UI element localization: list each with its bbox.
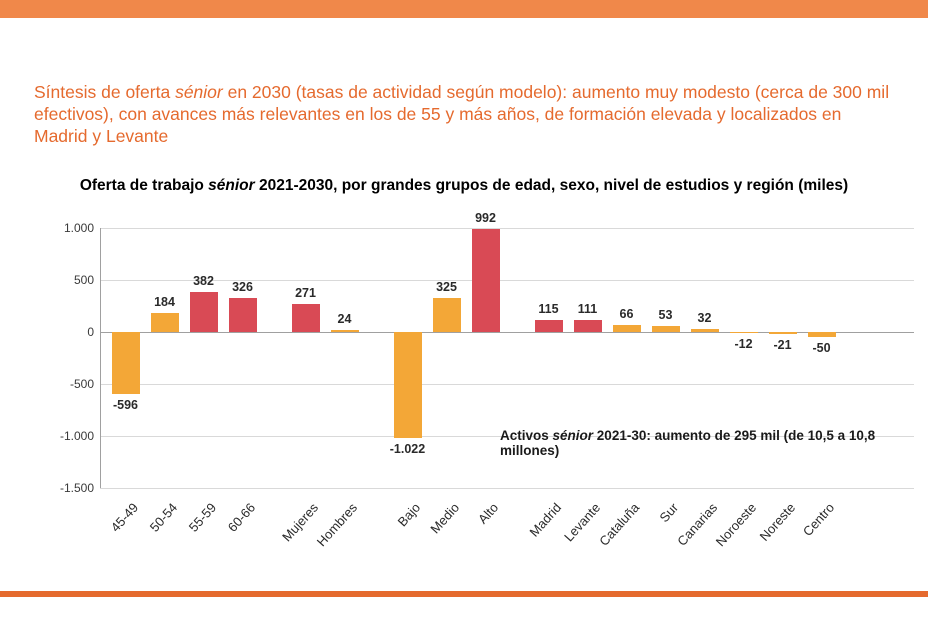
- bar-value-label: 184: [135, 295, 195, 309]
- y-tick-label: 1.000: [64, 221, 94, 235]
- bar-value-label: -1.022: [378, 442, 438, 456]
- y-tick-label: -500: [70, 377, 94, 391]
- category-label: Sur: [656, 500, 681, 525]
- slide-frame: Síntesis de oferta sénior en 2030 (tasas…: [0, 0, 928, 621]
- category-label: Bajo: [394, 500, 423, 529]
- bar-value-label: 271: [276, 286, 336, 300]
- bar: [730, 332, 758, 333]
- bar-value-label: 325: [417, 280, 477, 294]
- bar: [229, 298, 257, 332]
- category-label: 55-59: [185, 500, 218, 535]
- bar: [808, 332, 836, 337]
- bar: [331, 330, 359, 332]
- bar: [535, 320, 563, 332]
- category-label: Hombres: [313, 500, 359, 549]
- chart-area: 1.0005000-500-1.000-1.500-59645-4918450-…: [66, 228, 914, 558]
- bar-value-label: 326: [213, 280, 273, 294]
- category-label: Medio: [427, 500, 462, 536]
- bar-value-label: -596: [96, 398, 156, 412]
- chart-title: Oferta de trabajo sénior 2021-2030, por …: [14, 176, 914, 196]
- bar: [574, 320, 602, 332]
- headline-italic: sénior: [175, 82, 223, 102]
- bar: [691, 329, 719, 332]
- slide-body: Síntesis de oferta sénior en 2030 (tasas…: [14, 18, 914, 587]
- chart-title-a: Oferta de trabajo: [80, 177, 208, 194]
- gridline: [100, 384, 914, 385]
- bar-value-label: 24: [315, 312, 375, 326]
- bar: [394, 332, 422, 438]
- headline: Síntesis de oferta sénior en 2030 (tasas…: [34, 82, 894, 148]
- category-label: 60-66: [224, 500, 257, 535]
- category-label: Canarias: [674, 500, 720, 549]
- bar: [190, 292, 218, 332]
- category-label: Noroeste: [712, 500, 758, 549]
- chart-note: Activos sénior 2021-30: aumento de 295 m…: [500, 428, 914, 458]
- category-label: 45-49: [107, 500, 140, 535]
- footer-rule: [0, 591, 928, 597]
- category-label: Noreste: [756, 500, 798, 544]
- y-tick-label: 500: [74, 273, 94, 287]
- bar: [769, 332, 797, 334]
- bar: [433, 298, 461, 332]
- plot: 1.0005000-500-1.000-1.500-59645-4918450-…: [100, 228, 914, 488]
- bar: [151, 313, 179, 332]
- chart-note-a: Activos: [500, 428, 553, 443]
- bar-value-label: 992: [456, 211, 516, 225]
- bar-value-label: 32: [675, 311, 735, 325]
- y-tick-label: -1.000: [60, 429, 94, 443]
- category-label: Cataluña: [596, 500, 642, 549]
- category-label: Alto: [475, 500, 501, 527]
- y-axis: [100, 228, 101, 488]
- headline-part-a: Síntesis de oferta: [34, 82, 175, 102]
- category-label: 50-54: [146, 500, 179, 535]
- gridline: [100, 228, 914, 229]
- bar: [112, 332, 140, 394]
- y-tick-label: -1.500: [60, 481, 94, 495]
- gridline: [100, 488, 914, 489]
- category-label: Centro: [799, 500, 836, 539]
- chart-title-b: 2021-2030, por grandes grupos de edad, s…: [255, 177, 849, 194]
- bar: [613, 325, 641, 332]
- bar: [652, 326, 680, 332]
- bar-value-label: -50: [792, 341, 852, 355]
- chart-note-italic: sénior: [553, 428, 594, 443]
- category-label: Madrid: [526, 500, 564, 540]
- chart-title-italic: sénior: [208, 177, 255, 194]
- y-tick-label: 0: [87, 325, 94, 339]
- bar: [472, 229, 500, 332]
